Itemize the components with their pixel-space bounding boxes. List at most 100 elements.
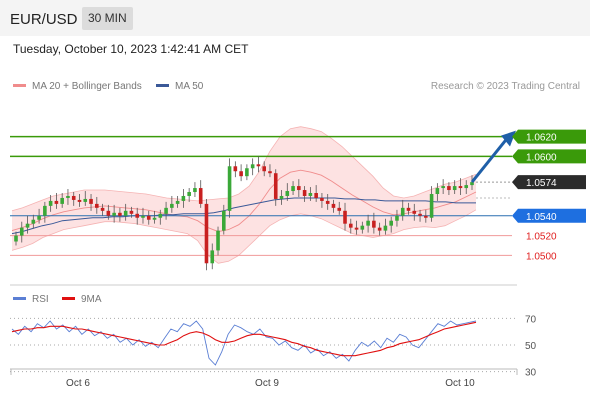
candle-body [452, 186, 457, 191]
candle [100, 203, 105, 216]
candle [245, 164, 249, 181]
candle [314, 185, 318, 202]
candle-body [100, 207, 105, 211]
projection-arrow-head [501, 130, 516, 147]
level-label: 1.0540 [526, 212, 557, 223]
candle [320, 193, 324, 208]
candle [279, 190, 284, 205]
candle [221, 204, 226, 235]
candle [77, 193, 82, 207]
candle-body [106, 210, 111, 216]
candle-body [262, 166, 267, 172]
candle-body [320, 197, 324, 201]
candle [262, 161, 267, 177]
candle-body [141, 215, 145, 218]
timeframe-button[interactable]: 30 MIN [82, 7, 133, 30]
candle [239, 164, 243, 182]
candle [458, 178, 463, 195]
candle-body [406, 207, 411, 211]
candle [54, 193, 59, 209]
candle [83, 191, 88, 206]
candle [25, 215, 30, 234]
level-tag [512, 208, 586, 223]
level-label: 1.0520 [526, 232, 557, 243]
candle-body [123, 210, 128, 216]
candle [424, 209, 428, 223]
candle-body [135, 213, 140, 218]
candle [164, 201, 168, 220]
candle-body [118, 212, 122, 216]
candle-body [360, 225, 365, 230]
candle [297, 179, 301, 197]
candle-body [372, 220, 376, 228]
candle [152, 210, 157, 224]
candle-body [291, 186, 295, 192]
candle-body [112, 212, 116, 216]
candle [175, 195, 180, 208]
candle-body [77, 199, 82, 202]
legend-ma50-label: MA 50 [175, 81, 204, 92]
candle [470, 175, 474, 191]
x-tick-label: Oct 10 [445, 378, 475, 389]
candle-body [221, 210, 226, 231]
candle [337, 201, 342, 215]
candle-body [146, 215, 151, 220]
legend-rsi-ma-label: 9MA [81, 294, 102, 305]
candle [389, 216, 393, 233]
level-tag [512, 149, 586, 164]
candle [204, 198, 209, 271]
legend-bollinger-label: MA 20 + Bollinger Bands [32, 81, 142, 92]
candle-body [245, 168, 249, 177]
candle-body [152, 217, 157, 220]
candle [89, 193, 93, 211]
candle-body [37, 215, 41, 220]
candle-body [31, 219, 36, 224]
candle [343, 202, 347, 231]
candle [112, 204, 116, 223]
candle [291, 181, 295, 195]
candle-body [458, 186, 463, 189]
candle [441, 179, 445, 194]
candle-body [193, 188, 197, 193]
candle [406, 202, 411, 215]
candle-body [158, 213, 163, 218]
candle-body [418, 213, 422, 216]
candle-body [204, 203, 209, 264]
candle [354, 220, 359, 235]
candle [435, 183, 440, 201]
candle-body [325, 200, 330, 204]
candle [325, 193, 330, 210]
candle [60, 193, 64, 208]
candle [95, 196, 99, 214]
candle-body [198, 188, 203, 204]
candle [395, 209, 399, 227]
candle-body [19, 227, 24, 236]
candle [250, 158, 255, 176]
x-tick-label: Oct 6 [66, 378, 90, 389]
candle-body [354, 227, 359, 230]
candle [66, 189, 70, 205]
rsi-line [11, 320, 477, 366]
candle [187, 188, 191, 202]
level-tag [512, 175, 586, 190]
candle-body [129, 210, 134, 214]
candle-body [331, 203, 336, 208]
candle [129, 206, 134, 218]
candle-body [71, 195, 76, 200]
candle-body [297, 186, 301, 191]
candle [198, 180, 203, 208]
candle [227, 158, 232, 218]
legend-rsi-ma: 9MA [62, 294, 102, 305]
candle-body [279, 195, 284, 199]
candle [106, 204, 111, 220]
bollinger-band-fill [12, 126, 476, 264]
candle-body [447, 186, 451, 191]
legend-rsi: RSI [13, 294, 49, 305]
candle [210, 243, 215, 270]
candle [233, 161, 238, 178]
level-label: 1.0574 [526, 178, 557, 189]
candle [14, 231, 18, 246]
candle [302, 186, 307, 202]
symbol-label: EUR/USD [10, 11, 78, 28]
